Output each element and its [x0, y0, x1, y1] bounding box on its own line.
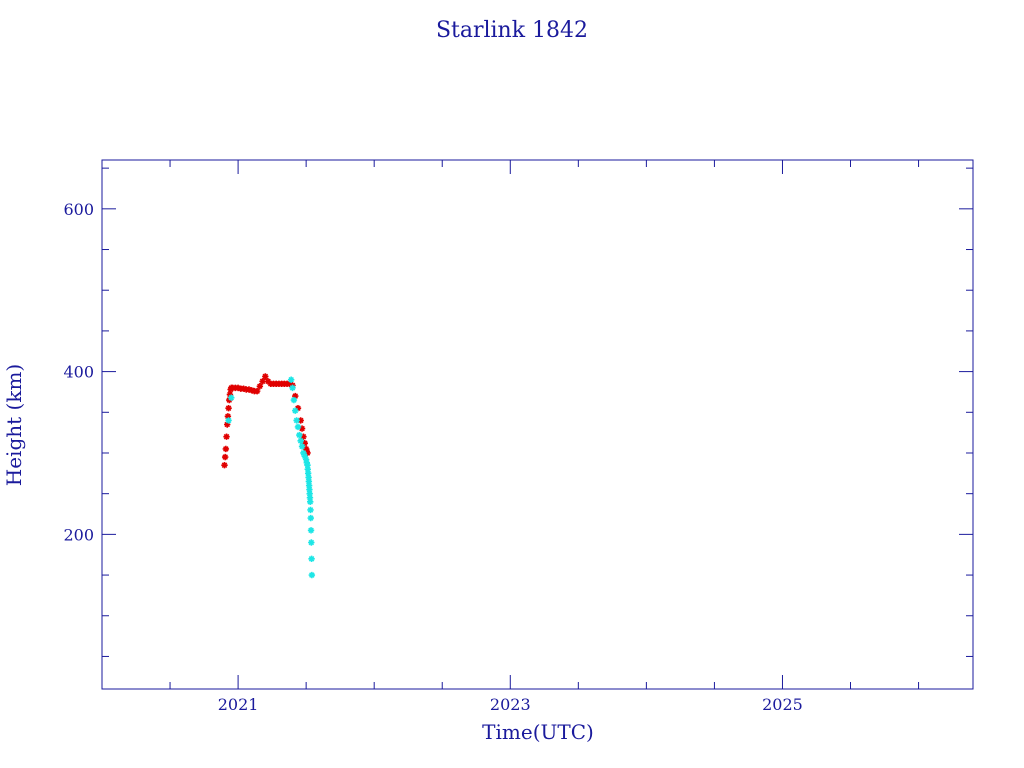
x-tick-label: 2023: [490, 695, 531, 714]
data-point: [294, 405, 302, 412]
data-point: [308, 571, 316, 579]
data-point: [307, 506, 314, 514]
data-point: [225, 417, 232, 424]
data-point: [290, 396, 298, 404]
data-point: [248, 387, 255, 394]
data-point: [306, 494, 314, 501]
data-point: [228, 394, 235, 401]
data-point: [307, 527, 315, 534]
data-point: [294, 423, 302, 431]
data-point: [256, 383, 264, 390]
data-point: [307, 514, 314, 522]
data-point: [305, 482, 313, 489]
data-point: [306, 486, 313, 493]
y-axis-label: Height (km): [2, 364, 26, 486]
y-tick-label: 200: [63, 525, 94, 544]
data-point: [224, 421, 231, 428]
data-point: [297, 437, 304, 444]
chart-title: Starlink 1842: [436, 18, 588, 43]
data-point: [304, 461, 311, 469]
data-point: [306, 490, 313, 497]
data-points: [221, 373, 316, 579]
data-point: [292, 407, 299, 414]
x-tick-label: 2025: [762, 695, 803, 714]
data-point: [234, 384, 242, 392]
data-point: [222, 445, 230, 453]
data-point: [308, 539, 315, 546]
data-point: [226, 391, 234, 398]
data-point: [308, 555, 315, 562]
data-point: [289, 384, 296, 392]
data-point: [304, 449, 311, 457]
data-point: [293, 417, 300, 424]
x-axis-label: Time(UTC): [482, 720, 594, 744]
data-point: [226, 396, 233, 404]
data-point: [259, 378, 266, 385]
data-point: [296, 431, 303, 439]
data-point: [305, 474, 312, 481]
data-point: [292, 392, 299, 400]
data-point: [305, 478, 313, 485]
axis-ticks: [102, 160, 973, 689]
data-point: [301, 440, 308, 447]
data-point: [240, 385, 247, 392]
data-point: [225, 405, 232, 412]
data-point: [301, 453, 308, 460]
data-point: [264, 378, 272, 385]
data-point: [245, 386, 253, 393]
data-point: [287, 376, 295, 383]
data-point: [223, 433, 230, 440]
y-tick-label: 400: [63, 363, 94, 382]
data-point: [262, 373, 269, 380]
data-point: [300, 433, 307, 440]
x-tick-label: 2021: [218, 695, 259, 714]
data-point: [253, 387, 261, 395]
tick-labels: 200 400 600 2021 2023 2025: [63, 200, 802, 714]
data-point: [302, 456, 310, 463]
plot-frame: [101, 159, 974, 690]
data-point: [304, 466, 311, 473]
data-point: [307, 498, 314, 506]
data-point: [221, 453, 229, 461]
data-point: [224, 413, 232, 420]
data-point: [304, 470, 312, 477]
data-point: [300, 449, 307, 457]
data-point: [297, 417, 304, 424]
data-point: [221, 461, 228, 469]
y-tick-label: 600: [63, 200, 94, 219]
data-point: [298, 425, 306, 432]
data-point: [298, 443, 306, 450]
